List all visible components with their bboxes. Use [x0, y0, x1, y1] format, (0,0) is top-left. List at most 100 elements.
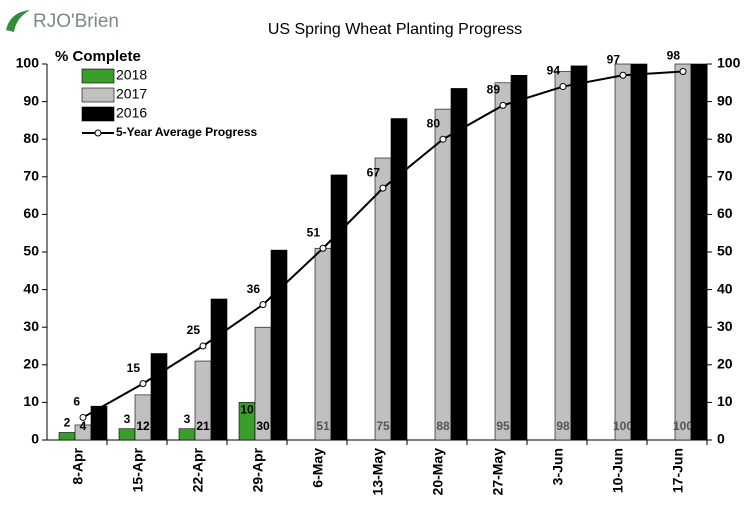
- bar: [134, 394, 152, 441]
- legend-label: 2017: [116, 86, 147, 102]
- avg-point: [379, 184, 387, 192]
- bar-label: 3: [184, 412, 191, 426]
- legend-marker: [94, 129, 102, 137]
- bar: [330, 174, 348, 441]
- y-tick-label: 50: [23, 243, 39, 259]
- x-tick-label: 20-May: [430, 448, 446, 496]
- x-tick-label: 15-Apr: [130, 447, 146, 492]
- bar-label: 12: [136, 419, 150, 433]
- bar: [90, 405, 108, 441]
- bar-label: 51: [316, 419, 330, 433]
- bar: [570, 65, 588, 441]
- y-tick-label: 20: [23, 356, 39, 372]
- bar-label: 88: [436, 419, 450, 433]
- x-tick-label: 29-Apr: [250, 447, 266, 492]
- bar-label: 100: [613, 419, 633, 433]
- chart-title: US Spring Wheat Planting Progress: [268, 21, 522, 38]
- bar-label: 2: [64, 416, 71, 430]
- y2-tick-label: 100: [717, 55, 741, 71]
- avg-point: [139, 380, 147, 388]
- logo: RJO'Brien: [6, 10, 119, 32]
- x-tick-label: 22-Apr: [190, 447, 206, 492]
- x-tick-label: 3-Jun: [550, 448, 566, 485]
- avg-label: 97: [607, 52, 621, 66]
- y-tick-label: 80: [23, 130, 39, 146]
- bar: [510, 74, 528, 441]
- y2-tick-label: 60: [717, 205, 733, 221]
- legend-label: 2016: [116, 105, 147, 121]
- y-tick-label: 30: [23, 318, 39, 334]
- bar: [150, 353, 168, 441]
- bar: [450, 88, 468, 441]
- y-axis-label: % Complete: [55, 48, 141, 65]
- y-tick-label: 100: [16, 55, 40, 71]
- legend-swatch: [81, 106, 115, 122]
- y2-tick-label: 50: [717, 243, 733, 259]
- y-tick-label: 40: [23, 280, 39, 296]
- bar: [674, 63, 692, 441]
- logo-text: RJO'Brien: [33, 11, 119, 32]
- avg-label: 6: [73, 395, 80, 409]
- x-tick-label: 10-Jun: [610, 448, 626, 493]
- bar-label: 100: [673, 419, 693, 433]
- y-tick-label: 0: [31, 431, 39, 447]
- bar: [314, 247, 332, 441]
- bar-label: 10: [240, 403, 254, 417]
- avg-label: 89: [487, 83, 501, 97]
- bar: [614, 63, 632, 441]
- legend-swatch: [81, 87, 115, 103]
- y2-tick-label: 0: [717, 431, 725, 447]
- y2-tick-label: 80: [717, 130, 733, 146]
- avg-point: [559, 83, 567, 91]
- bar: [630, 63, 648, 441]
- avg-point: [499, 101, 507, 109]
- y-tick-label: 70: [23, 168, 39, 184]
- avg-point: [79, 413, 87, 421]
- avg-label: 80: [427, 116, 441, 130]
- bar-label: 98: [556, 419, 570, 433]
- bar-label: 3: [124, 412, 131, 426]
- bar-label: 95: [496, 419, 510, 433]
- y-tick-label: 60: [23, 205, 39, 221]
- bar-label: 4: [80, 419, 87, 433]
- legend-swatch: [81, 68, 115, 84]
- avg-point: [259, 301, 267, 309]
- bar: [494, 82, 512, 441]
- x-tick-label: 27-May: [490, 448, 506, 496]
- bar: [58, 432, 76, 441]
- avg-label: 15: [127, 361, 141, 375]
- avg-point: [199, 342, 207, 350]
- bar: [374, 157, 392, 441]
- y2-tick-label: 10: [717, 393, 733, 409]
- x-tick-label: 13-May: [370, 448, 386, 496]
- bar: [434, 108, 452, 441]
- avg-label: 94: [547, 64, 561, 78]
- bar-label: 21: [196, 419, 210, 433]
- x-tick-label: 8-Apr: [70, 447, 86, 484]
- y2-tick-label: 20: [717, 356, 733, 372]
- y2-tick-label: 30: [717, 318, 733, 334]
- legend-label: 5-Year Average Progress: [116, 125, 258, 139]
- y2-tick-label: 40: [717, 280, 733, 296]
- avg-point: [439, 135, 447, 143]
- bar-label: 30: [256, 419, 270, 433]
- bar: [390, 118, 408, 441]
- y2-tick-label: 90: [717, 92, 733, 108]
- avg-point: [619, 71, 627, 79]
- avg-point: [679, 68, 687, 76]
- x-tick-label: 6-May: [310, 448, 326, 488]
- logo-swoosh: [6, 10, 30, 32]
- x-tick-label: 17-Jun: [670, 448, 686, 493]
- bar: [554, 71, 572, 441]
- y-tick-label: 10: [23, 393, 39, 409]
- bar: [118, 428, 136, 441]
- y-tick-label: 90: [23, 92, 39, 108]
- bar: [210, 298, 228, 441]
- avg-label: 51: [307, 225, 321, 239]
- avg-label: 25: [187, 323, 201, 337]
- avg-point: [319, 244, 327, 252]
- avg-label: 36: [247, 282, 261, 296]
- avg-label: 98: [667, 49, 681, 63]
- y2-tick-label: 70: [717, 168, 733, 184]
